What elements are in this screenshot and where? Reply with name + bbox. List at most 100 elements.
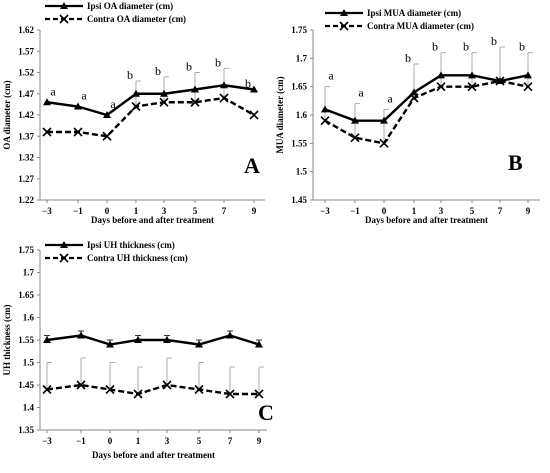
- x-tick-label: 5: [193, 206, 198, 216]
- ipsi-triangle-marker: [468, 71, 476, 79]
- legend-triangle-marker: [60, 241, 68, 248]
- contra-x-marker: [190, 97, 200, 107]
- y-tick-label: 1.7: [23, 268, 35, 278]
- ipsi-triangle-marker: [321, 105, 329, 113]
- panel-b: 1.45 1.5 1.55 1.6 1.65 1.7 1.75 −3 −1 0 1 3 5 7 9 MUA d…: [275, 8, 540, 225]
- x-tick-label: −3: [42, 436, 52, 446]
- significance-label: a: [50, 84, 56, 98]
- contra-x-marker: [133, 389, 143, 399]
- x-tick-label: 1: [134, 206, 139, 216]
- x-tick-label: 7: [222, 206, 227, 216]
- legend-x-marker: [339, 21, 349, 31]
- y-tick-label: 1.37: [18, 131, 34, 141]
- ipsi-triangle-marker: [160, 89, 168, 97]
- y-tick-label: 1.6: [23, 313, 35, 323]
- legend-ipsi-label: Ipsi MUA diameter (cm): [367, 8, 461, 18]
- significance-label: a: [328, 69, 334, 83]
- y-tick-label: 1.75: [291, 25, 307, 35]
- ipsi-series-line: [46, 334, 260, 346]
- x-tick-label: 3: [165, 436, 170, 446]
- contra-x-marker: [102, 131, 112, 141]
- y-tick-label: 1.27: [18, 174, 34, 184]
- y-tick-label: 1.55: [18, 335, 34, 345]
- legend-contra-label: Contra OA diameter (cm): [87, 14, 186, 24]
- significance-label: a: [110, 97, 116, 111]
- y-tick-label: 1.52: [18, 68, 34, 78]
- significance-label: b: [215, 55, 221, 69]
- x-tick-label: 0: [108, 436, 113, 446]
- contra-x-marker: [131, 101, 141, 112]
- contra-x-marker: [409, 93, 419, 103]
- contra-series-line: [324, 79, 529, 145]
- panel-letter: A: [244, 153, 260, 178]
- legend-triangle-marker: [60, 2, 68, 9]
- x-tick-label: 3: [162, 206, 167, 216]
- ipsi-triangle-marker: [134, 336, 142, 343]
- x-axis-label: Days before and after treatment: [365, 215, 488, 225]
- y-tick-label: 1.22: [18, 195, 34, 205]
- contra-x-marker: [159, 97, 169, 107]
- ipsi-triangle-marker: [74, 102, 82, 110]
- contra-x-marker: [350, 133, 360, 143]
- significance-label: a: [387, 91, 393, 105]
- significance-label: a: [358, 86, 364, 100]
- ipsi-series-line: [46, 84, 255, 117]
- y-tick-label: 1.75: [18, 245, 34, 255]
- y-tick-label: 1.47: [18, 89, 34, 99]
- y-tick-label: 1.5: [296, 167, 308, 177]
- y-tick-label: 1.42: [18, 110, 34, 120]
- contra-x-marker: [254, 389, 264, 399]
- contra-x-marker: [436, 82, 446, 92]
- contra-series-line: [47, 96, 255, 138]
- legend-contra-label: Contra UH thickness (cm): [87, 253, 188, 263]
- x-tick-label: −1: [73, 206, 83, 216]
- panel-letter: C: [258, 400, 274, 425]
- ipsi-triangle-marker: [226, 331, 234, 339]
- y-tick-label: 1.32: [18, 153, 34, 163]
- x-tick-label: 7: [228, 436, 233, 446]
- contra-x-marker: [42, 127, 52, 137]
- contra-x-marker: [73, 127, 83, 137]
- x-tick-label: 5: [197, 436, 202, 446]
- ipsi-triangle-marker: [43, 336, 51, 343]
- y-axis-label: UH thickness (cm): [2, 305, 12, 376]
- contra-x-marker: [105, 384, 115, 395]
- ipsi-triangle-marker: [351, 116, 359, 124]
- contra-x-marker: [379, 138, 389, 148]
- contra-x-marker: [467, 82, 477, 92]
- x-tick-label: 9: [526, 206, 531, 216]
- contra-x-marker: [219, 93, 229, 103]
- ipsi-triangle-marker: [524, 71, 532, 79]
- ipsi-triangle-marker: [195, 340, 203, 348]
- contra-x-marker: [194, 384, 204, 395]
- y-tick-label: 1.57: [18, 46, 34, 56]
- contra-x-marker: [162, 380, 172, 390]
- panel-letter: B: [508, 150, 523, 175]
- y-axis-label: OA diameter (cm): [2, 80, 12, 149]
- significance-label: b: [519, 40, 525, 54]
- y-tick-label: 1.65: [291, 82, 307, 92]
- x-tick-label: 0: [105, 206, 110, 216]
- contra-x-marker: [42, 384, 52, 395]
- ipsi-triangle-marker: [132, 89, 140, 97]
- ipsi-triangle-marker: [255, 340, 263, 348]
- contra-x-marker: [320, 116, 330, 126]
- contra-x-marker: [225, 389, 235, 399]
- significance-label: b: [491, 34, 497, 48]
- significance-label: b: [186, 60, 192, 74]
- x-tick-label: 1: [412, 206, 417, 216]
- y-tick-label: 1.62: [18, 25, 34, 35]
- ipsi-triangle-marker: [250, 85, 258, 93]
- significance-label: b: [245, 77, 251, 91]
- ipsi-triangle-marker: [380, 116, 388, 124]
- ipsi-triangle-marker: [106, 340, 114, 348]
- ipsi-triangle-marker: [220, 81, 228, 89]
- legend-triangle-marker: [340, 9, 348, 16]
- ipsi-triangle-marker: [43, 98, 51, 106]
- y-tick-label: 1.5: [23, 358, 35, 368]
- y-axis-label: MUA diameter (cm): [275, 76, 285, 153]
- ipsi-triangle-marker: [163, 336, 171, 343]
- legend-x-marker: [59, 14, 69, 24]
- ipsi-triangle-marker: [437, 71, 445, 79]
